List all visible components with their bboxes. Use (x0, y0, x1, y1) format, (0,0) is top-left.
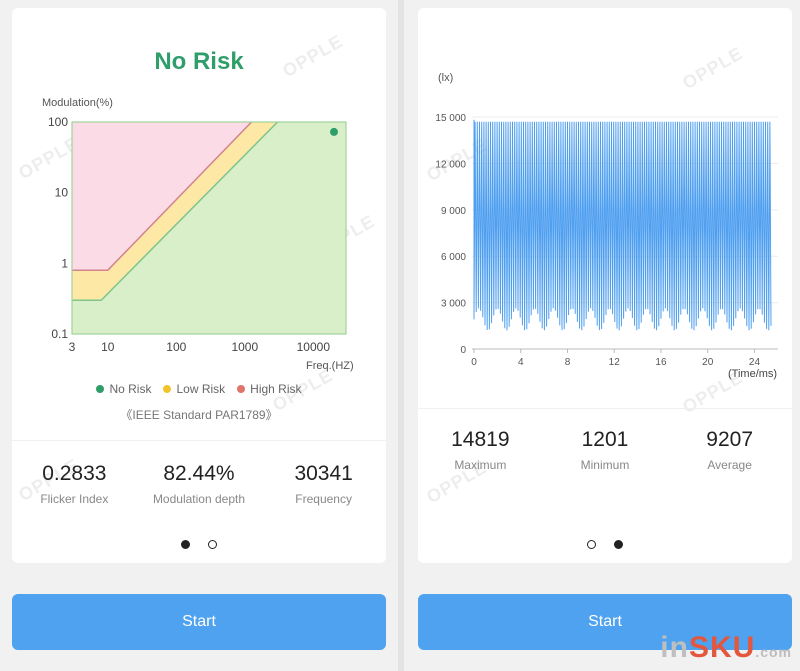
standard-label: 《IEEE Standard PAR1789》 (120, 408, 278, 422)
stat-label: Frequency (295, 492, 352, 506)
x-tick-labels: 0 4 8 12 16 20 24 (471, 349, 760, 368)
waveform-series (473, 119, 772, 331)
y-tick-labels: 100 10 1 0.1 (48, 115, 68, 341)
illuminance-stats: 14819 Maximum 1201 Minimum 9207 Average (418, 428, 792, 472)
page-dot[interactable] (587, 540, 596, 549)
x-tick-label: 10000 (297, 340, 331, 354)
x-tick-label: 0 (471, 357, 477, 368)
legend-label: No Risk (109, 382, 152, 396)
start-button[interactable]: Start (12, 594, 386, 650)
page-dot-active[interactable] (614, 540, 623, 549)
y-tick-label: 9 000 (441, 206, 466, 217)
risk-title: No Risk (154, 48, 244, 75)
logo-accent: SKU (688, 631, 756, 664)
y-axis-label: Modulation(%) (42, 97, 113, 109)
stat-label: Modulation depth (152, 492, 246, 506)
plot-frame (71, 121, 347, 335)
stat-label: Flicker Index (40, 492, 109, 506)
legend-no-risk: No Risk (96, 382, 151, 396)
x-tick-labels: 3 10 100 1000 10000 (69, 340, 331, 354)
logo-prefix: in (660, 631, 689, 664)
stat-frequency: 30341 Frequency (262, 462, 385, 506)
flicker-stats: 0.2833 Flicker Index 82.44% Modulation d… (12, 462, 386, 506)
stat-value: 0.2833 (42, 462, 107, 485)
site-logo: inSKU.com (660, 631, 792, 665)
red-dot-icon (237, 385, 246, 393)
page-indicator (418, 540, 792, 549)
flicker-risk-card[interactable]: No Risk OPPLE OPPLE OPPLE OPPLE OPPLE Mo… (12, 8, 386, 563)
stat-value: 14819 (451, 428, 510, 451)
x-axis-label: Freq.(HZ) (306, 360, 354, 372)
y-tick-label: 15 000 (435, 113, 466, 124)
stat-value: 30341 (294, 462, 353, 485)
stat-minimum: 1201 Minimum (543, 428, 666, 472)
risk-legend: No Risk Low Risk High Risk (12, 382, 386, 396)
y-tick-label: 12 000 (435, 159, 466, 170)
x-tick-label: 10 (101, 340, 115, 354)
measured-point (330, 127, 338, 136)
waveform-panel: OPPLE OPPLE OPPLE OPPLE (lx) 15 000 12 00… (404, 0, 800, 671)
high-risk-zone (72, 122, 252, 271)
no-risk-zone (72, 122, 346, 334)
stat-maximum: 14819 Maximum (419, 428, 542, 472)
yellow-dot-icon (163, 385, 172, 393)
stat-value: 9207 (706, 428, 753, 451)
legend-label: Low Risk (176, 382, 226, 396)
x-tick-label: 8 (565, 357, 571, 368)
y-tick-label: 3 000 (441, 299, 466, 310)
y-tick-label: 100 (48, 115, 68, 129)
start-button[interactable]: Start (418, 594, 792, 650)
stat-label: Average (707, 458, 752, 472)
legend-low-risk: Low Risk (163, 382, 225, 396)
waveform-card[interactable]: OPPLE OPPLE OPPLE OPPLE (lx) 15 000 12 00… (418, 8, 792, 563)
stat-value: 1201 (581, 428, 629, 451)
stat-label: Minimum (580, 458, 630, 472)
x-tick-label: 20 (702, 357, 714, 368)
x-tick-label: 12 (609, 357, 621, 368)
stat-modulation-depth: 82.44% Modulation depth (137, 462, 260, 506)
y-tick-labels: 15 000 12 000 9 000 6 000 3 000 0 (435, 113, 466, 356)
page-dot[interactable] (208, 540, 217, 549)
logo-suffix: .com (755, 644, 792, 660)
x-tick-label: 24 (749, 357, 761, 368)
divider (418, 408, 792, 409)
x-tick-label: 1000 (231, 340, 258, 354)
y-tick-label: 10 (55, 186, 69, 200)
flicker-risk-panel: No Risk OPPLE OPPLE OPPLE OPPLE OPPLE Mo… (0, 0, 398, 671)
x-axis-label: (Time/ms) (728, 368, 777, 380)
page-indicator (12, 540, 386, 549)
legend-high-risk: High Risk (237, 382, 302, 396)
y-tick-label: 0.1 (51, 327, 68, 341)
panel-divider (398, 0, 404, 671)
page-dot-active[interactable] (181, 540, 190, 549)
stat-flicker-index: 0.2833 Flicker Index (13, 462, 136, 506)
y-axis-label: (lx) (438, 72, 453, 84)
y-tick-label: 1 (61, 256, 68, 270)
high-risk-boundary-line (72, 121, 253, 271)
divider (12, 440, 386, 441)
x-tick-label: 4 (518, 357, 524, 368)
y-tick-label: 6 000 (441, 252, 466, 263)
x-tick-label: 3 (69, 340, 76, 354)
stat-average: 9207 Average (668, 428, 791, 472)
stat-label: Maximum (454, 458, 507, 472)
y-tick-label: 0 (460, 345, 466, 356)
stat-value: 82.44% (163, 462, 235, 485)
x-tick-label: 100 (166, 340, 186, 354)
green-dot-icon (96, 385, 105, 393)
legend-label: High Risk (250, 382, 302, 396)
low-risk-zone (72, 122, 278, 301)
waveform-chart: (lx) 15 000 12 000 9 000 6 000 3 000 0 0 4 8 12 1… (435, 72, 778, 380)
x-tick-label: 16 (655, 357, 667, 368)
low-risk-boundary-line (72, 121, 279, 302)
